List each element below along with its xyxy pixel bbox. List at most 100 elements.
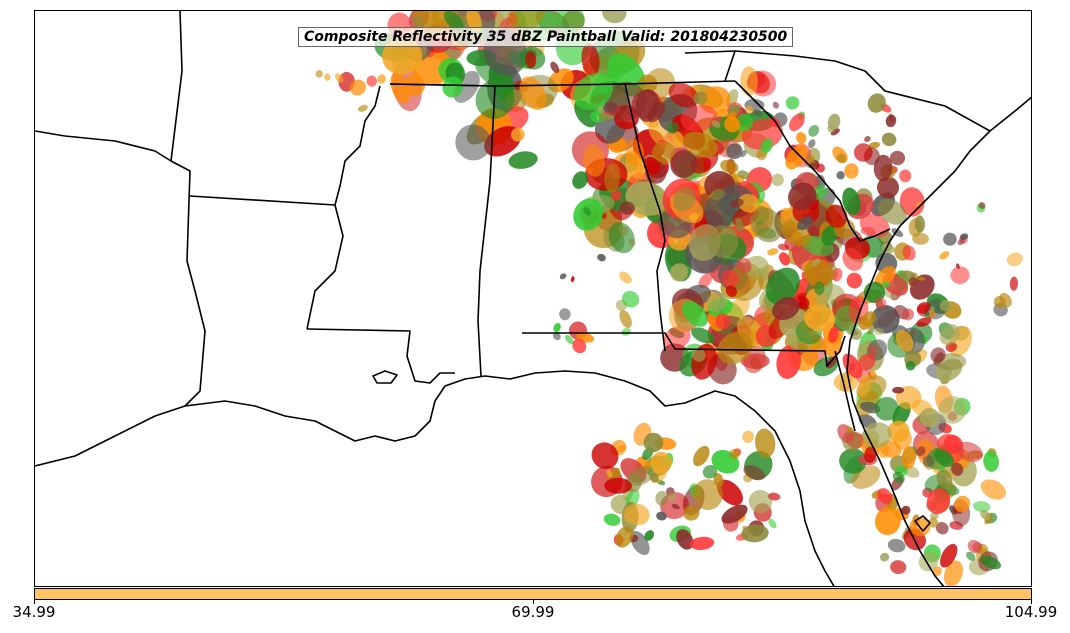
echo-blob <box>943 232 957 246</box>
tennessee-southern-line <box>389 80 736 87</box>
echo-blob <box>936 469 953 489</box>
echo-blob <box>922 455 935 468</box>
echo-blob <box>939 251 950 260</box>
echo-blob <box>748 489 773 514</box>
echo-blob <box>610 190 622 201</box>
texas-louisiana-border <box>170 11 206 407</box>
echo-blob <box>729 198 744 208</box>
echo-blob <box>959 233 969 240</box>
echo-blob <box>411 11 459 36</box>
echo-blob <box>779 252 790 266</box>
echo-blob <box>741 524 769 543</box>
echo-blob <box>785 144 808 170</box>
echo-blob <box>591 442 619 469</box>
echo-blob <box>643 432 664 453</box>
echo-blob <box>943 560 964 586</box>
echo-blob <box>676 529 694 550</box>
echo-blob <box>720 159 739 174</box>
echo-blob <box>581 43 600 77</box>
echo-blob <box>583 206 592 216</box>
echo-blob <box>565 335 574 345</box>
echo-blob <box>859 311 876 330</box>
echo-blob <box>707 225 739 258</box>
echo-blob <box>926 488 951 515</box>
echo-blob <box>602 213 607 220</box>
echo-blob <box>797 216 813 231</box>
echo-blob <box>1009 276 1019 291</box>
colorbar-tick-label-mid: 69.99 <box>511 603 555 621</box>
echo-blob <box>643 156 661 175</box>
echo-blob <box>899 187 925 217</box>
echo-blob <box>682 301 708 327</box>
echo-blob <box>443 11 464 31</box>
echo-blob <box>612 467 621 477</box>
echo-blob <box>671 503 680 510</box>
echo-blob <box>605 81 647 121</box>
echo-blob <box>672 131 684 149</box>
colorbar-tick-mark <box>34 600 35 604</box>
echo-blob <box>772 101 779 109</box>
echo-blob <box>803 258 834 288</box>
echo-blob <box>715 313 731 330</box>
echo-blob <box>940 543 958 568</box>
echo-blob <box>889 150 906 166</box>
reflectivity-map <box>35 11 1031 586</box>
echo-blob <box>721 504 748 524</box>
echo-blob <box>704 191 736 230</box>
echo-blob <box>366 75 378 87</box>
echo-blob <box>315 70 323 78</box>
oklahoma-arkansas-line <box>35 130 172 162</box>
echo-blob <box>743 255 769 279</box>
echo-blob <box>957 238 965 246</box>
echo-blob <box>836 171 845 180</box>
echo-blob <box>973 501 991 513</box>
florida-west-coast <box>834 350 856 432</box>
echo-blob <box>755 428 776 458</box>
echo-blob <box>628 238 636 246</box>
echo-blob <box>604 162 621 193</box>
echo-blob <box>857 374 871 397</box>
echo-blob <box>812 258 820 267</box>
echo-blob <box>743 465 766 481</box>
echo-blob <box>706 292 728 312</box>
echo-blob <box>950 266 970 285</box>
arkansas-louisiana-border <box>189 195 336 206</box>
echo-blob <box>644 530 655 541</box>
echo-blob <box>724 116 741 133</box>
echo-blob <box>740 150 747 158</box>
echo-blob <box>881 281 891 288</box>
echo-blob <box>966 551 976 561</box>
echo-blob <box>656 511 667 521</box>
echo-blob <box>939 324 961 346</box>
echo-blob <box>836 153 847 164</box>
echo-blob <box>916 317 932 327</box>
echo-blob <box>887 538 906 553</box>
echo-blob <box>932 566 942 577</box>
echo-blob <box>726 143 743 160</box>
echo-blob <box>335 73 344 83</box>
echo-blob <box>682 131 718 158</box>
echo-blob <box>552 332 561 341</box>
echo-blob <box>842 187 861 216</box>
echo-blob <box>760 138 774 153</box>
echo-blob <box>999 292 1012 308</box>
echo-blob <box>750 207 783 243</box>
atlantic-coastline <box>846 96 1031 586</box>
echo-blob <box>597 253 606 262</box>
echo-blob <box>735 113 753 132</box>
echo-blob <box>572 338 587 354</box>
colorbar-tick-mark <box>533 600 534 604</box>
echo-blob <box>692 479 723 510</box>
echo-blob <box>349 79 366 96</box>
echo-blob <box>606 469 613 478</box>
echo-blob <box>804 305 836 332</box>
echo-blob <box>619 226 629 236</box>
echo-blob <box>916 446 926 457</box>
echo-blob <box>867 344 878 357</box>
echo-blob <box>892 471 905 484</box>
echo-blob <box>815 163 825 173</box>
echo-blob <box>713 472 724 488</box>
echo-blob <box>525 51 537 69</box>
echo-blob <box>466 11 482 33</box>
echo-blob <box>702 465 717 479</box>
